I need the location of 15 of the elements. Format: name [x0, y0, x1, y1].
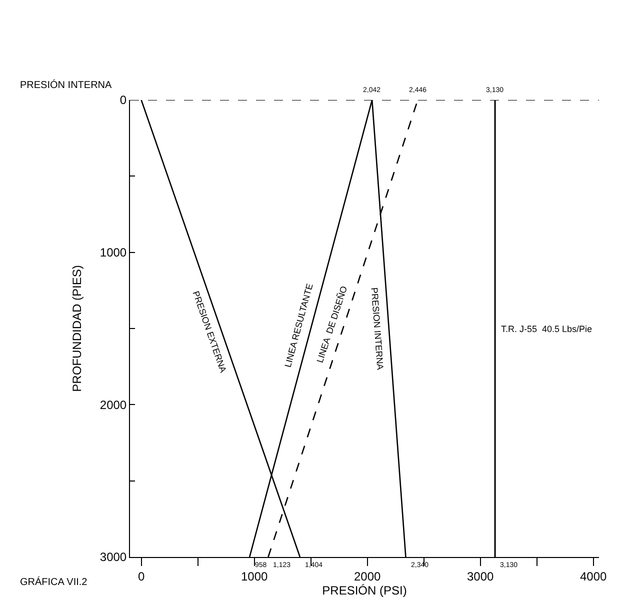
x-tick-label: 2000: [354, 569, 381, 584]
x-tick-label: 4000: [580, 569, 608, 584]
y-tick-label: 2000: [100, 398, 127, 412]
x-tick-label: 1000: [240, 569, 268, 584]
x-axis-title: PRESIÓN (PSI): [322, 583, 407, 598]
x-tick-label: 3000: [466, 569, 494, 584]
ref-line-label: T.R. J-55 40.5 Lbs/Pie: [501, 324, 592, 334]
y-tick-label: 3000: [100, 550, 127, 564]
x-tick-label: 0: [138, 569, 145, 584]
y-axis-title: PROFUNDIDAD (PIES): [70, 265, 84, 392]
text: PRESION INTERNA: [369, 287, 386, 370]
y-tick-label: 0: [120, 93, 127, 108]
y-tick-label: 1000: [100, 246, 127, 260]
text: GRÁFICA VII.2: [20, 576, 88, 588]
text: PRESIÓN INTERNA: [20, 79, 112, 91]
